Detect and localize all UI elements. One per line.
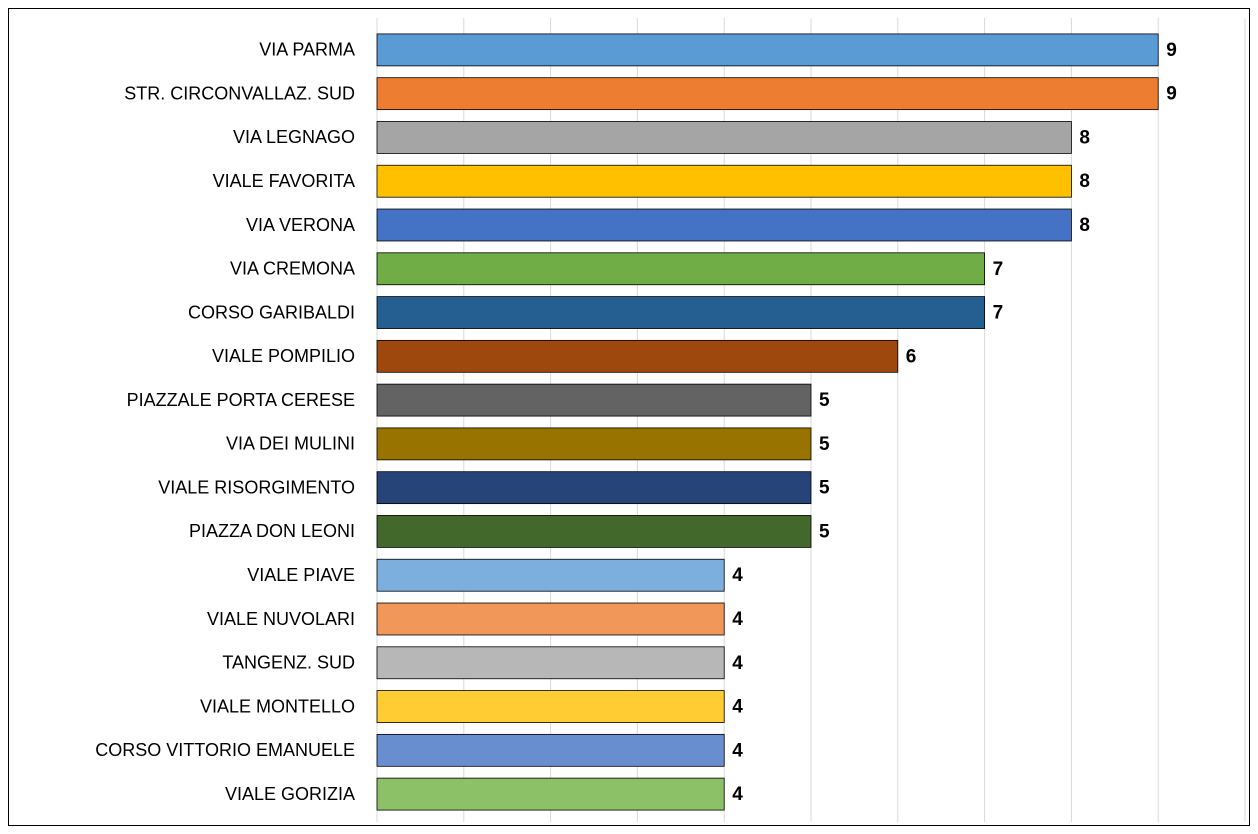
bar: [376, 121, 1072, 154]
data-label: 4: [732, 653, 743, 674]
data-label: 8: [1079, 127, 1090, 148]
bar: [376, 777, 725, 811]
y-tick-label: VIALE POMPILIO: [212, 346, 355, 366]
y-tick-label: VIA VERONA: [246, 215, 355, 235]
y-tick-label: STR. CIRCONVALLAZ. SUD: [124, 83, 355, 103]
y-tick-label: VIALE PIAVE: [247, 565, 355, 585]
bar: [376, 252, 985, 286]
data-label: 4: [732, 565, 743, 586]
bar: [376, 646, 725, 680]
data-label: 4: [732, 740, 743, 761]
y-tick-label: VIA LEGNAGO: [233, 127, 355, 147]
bar: [376, 77, 1159, 111]
bar: [376, 427, 812, 461]
y-tick-label: PIAZZALE PORTA CERESE: [127, 390, 355, 410]
bar: [376, 690, 725, 723]
y-tick-label: VIALE RISORGIMENTO: [158, 477, 355, 497]
data-label: 5: [819, 390, 830, 411]
data-label: 8: [1079, 215, 1090, 236]
y-tick-label: VIA CREMONA: [230, 259, 355, 279]
bar: [376, 208, 1072, 242]
bar: [376, 471, 812, 505]
data-label: 5: [819, 434, 830, 455]
y-tick-label: VIALE NUVOLARI: [207, 609, 355, 629]
y-tick-label: VIA PARMA: [259, 40, 355, 60]
bar: [376, 602, 725, 636]
bar: [376, 515, 812, 548]
y-tick-label: VIALE FAVORITA: [213, 171, 355, 191]
data-label: 4: [732, 697, 743, 718]
data-label: 4: [732, 784, 743, 805]
y-tick-label: TANGENZ. SUD: [222, 653, 355, 673]
data-label: 9: [1166, 40, 1177, 61]
data-label: 7: [993, 303, 1004, 324]
bar: [376, 383, 812, 417]
y-tick-label: VIALE GORIZIA: [225, 784, 355, 804]
data-label: 4: [732, 609, 743, 630]
y-tick-label: CORSO VITTORIO EMANUELE: [95, 740, 355, 760]
data-label: 7: [993, 259, 1004, 280]
bar: [376, 558, 725, 592]
data-label: 8: [1079, 171, 1090, 192]
bar: [376, 296, 985, 329]
y-tick-label: VIA DEI MULINI: [226, 434, 355, 454]
bar: [376, 733, 725, 767]
y-tick-label: PIAZZA DON LEONI: [189, 521, 355, 541]
y-tick-label: CORSO GARIBALDI: [188, 302, 355, 322]
bar: [376, 339, 899, 373]
data-label: 9: [1166, 84, 1177, 105]
bar: [376, 33, 1159, 67]
data-label: 6: [906, 346, 917, 367]
data-label: 5: [819, 521, 830, 542]
data-label: 5: [819, 478, 830, 499]
y-tick-label: VIALE MONTELLO: [200, 696, 355, 716]
bar: [376, 164, 1072, 198]
